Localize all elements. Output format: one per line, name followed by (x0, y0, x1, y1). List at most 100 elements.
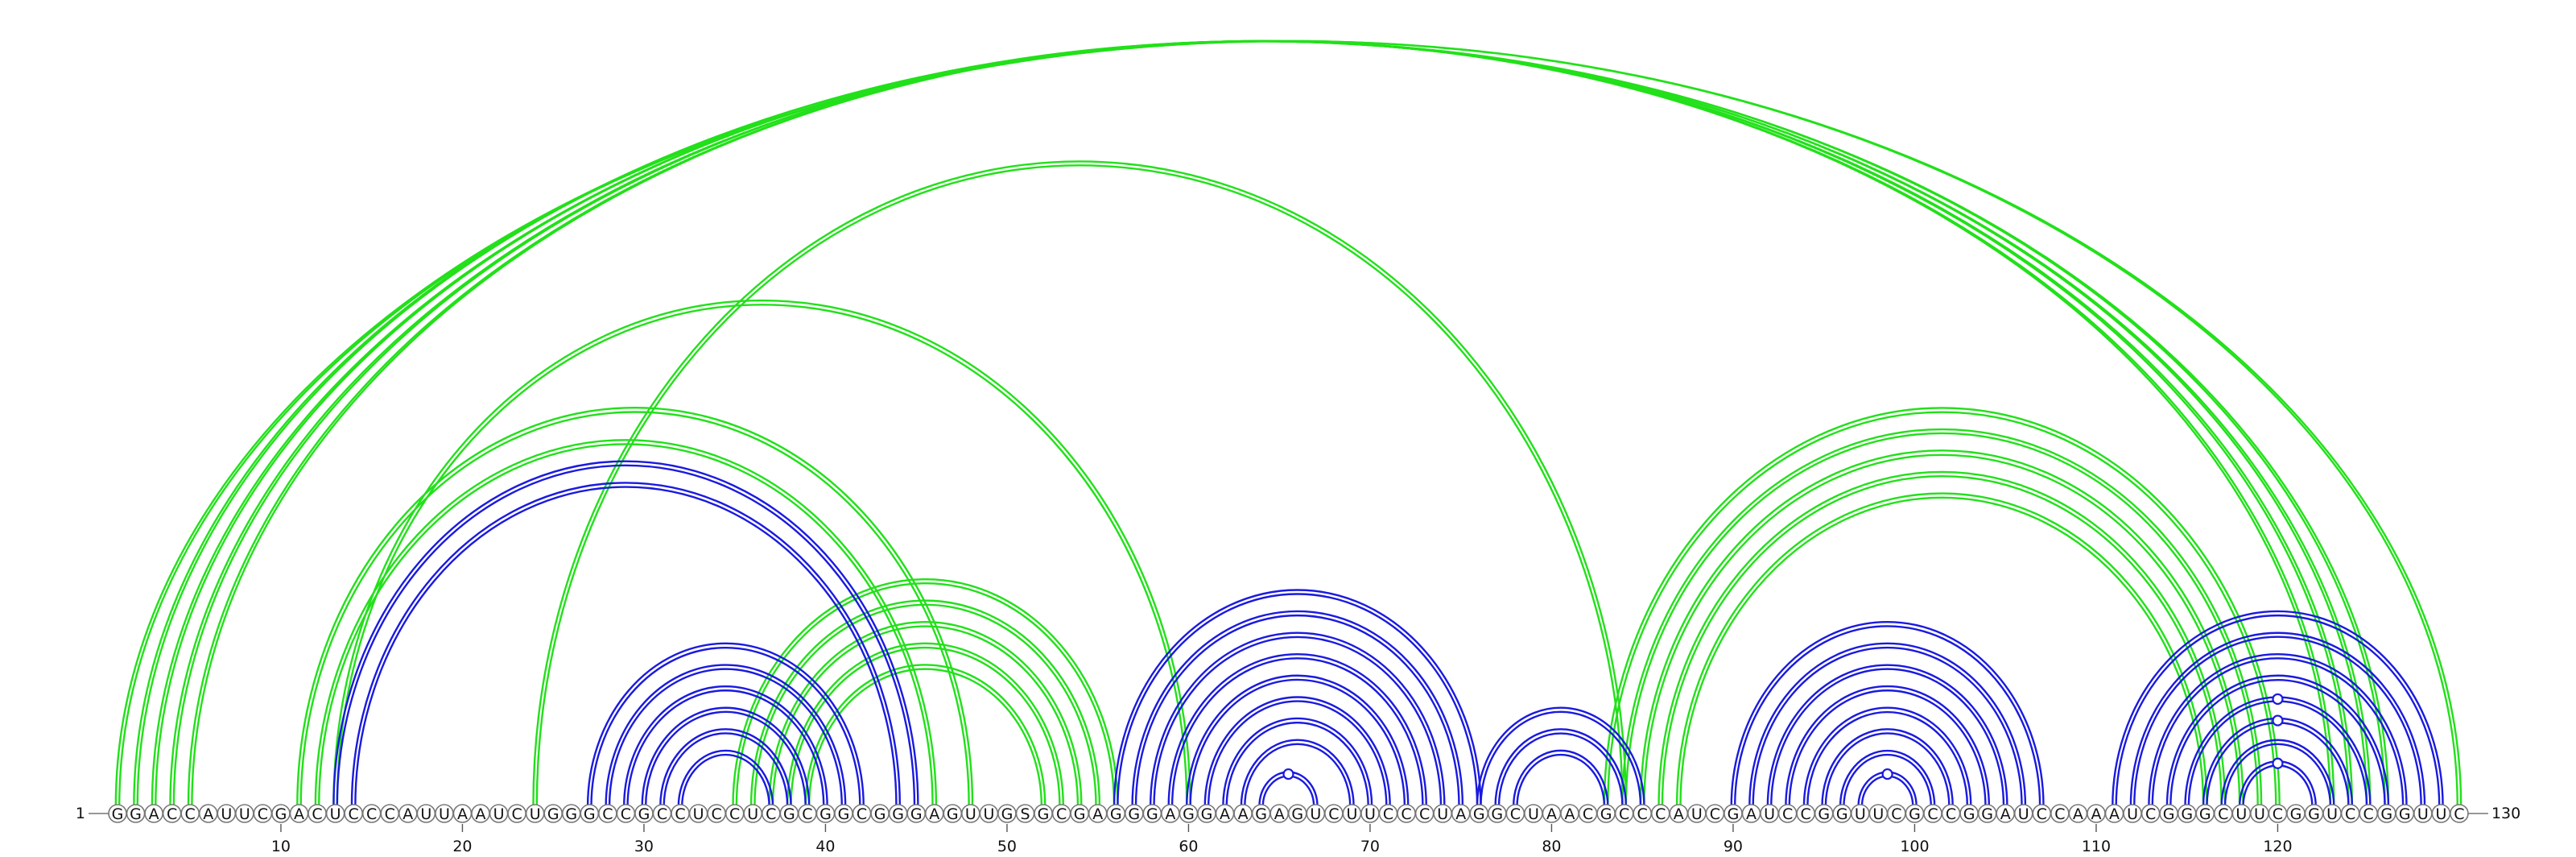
base-letter-21: A (476, 805, 486, 823)
base-letter-14: C (349, 805, 359, 823)
base-letter-18: U (420, 805, 431, 823)
base-letter-91: A (1746, 805, 1757, 823)
base-letter-17: A (402, 805, 413, 823)
blue-arc-63-69-inner (1244, 743, 1352, 807)
base-letter-104: G (1981, 805, 1993, 823)
base-letter-103: G (1963, 805, 1975, 823)
base-letter-118: U (2235, 805, 2247, 823)
blue-arc-59-73-outer (1167, 652, 1427, 807)
base-letter-113: C (2145, 805, 2156, 823)
blue-arc-56-76-outer (1113, 589, 1482, 807)
base-letter-56: G (1110, 805, 1122, 823)
base-letter-94: C (1801, 805, 1811, 823)
base-letter-63: A (1238, 805, 1249, 823)
green-arc-5-123-outer (187, 39, 2335, 807)
blue-arc-113-127-inner (2151, 657, 2405, 807)
green-arc-12-46-inner (318, 443, 934, 807)
base-letter-62: A (1220, 805, 1230, 823)
base-letter-64: G (1255, 805, 1267, 823)
base-letter-59: A (1165, 805, 1175, 823)
base-letter-29: C (621, 805, 631, 823)
base-letter-105: A (2000, 805, 2011, 823)
base-letter-80: A (1546, 805, 1557, 823)
tick-label-120: 120 (2263, 838, 2292, 855)
base-letter-90: G (1728, 805, 1740, 823)
blue-arc-115-125-outer (2184, 696, 2372, 807)
base-letter-106: U (2018, 805, 2029, 823)
blue-arc-96-101-inner (1843, 753, 1932, 807)
blue-arc-91-106-inner (1752, 646, 2023, 807)
base-letter-114: G (2163, 805, 2175, 823)
blue-arc-64-67-inner (1261, 775, 1315, 807)
base-letter-111: A (2109, 805, 2120, 823)
base-letter-73: C (1419, 805, 1430, 823)
base-letter-78: C (1510, 805, 1521, 823)
base-letter-13: U (330, 805, 341, 823)
tick-label-70: 70 (1360, 838, 1380, 855)
green-arc-11-48-inner (299, 411, 970, 807)
base-letter-128: U (2417, 805, 2429, 823)
base-letter-44: G (892, 805, 904, 823)
blue-arc-61-71-inner (1208, 700, 1388, 807)
base-letter-75: A (1455, 805, 1466, 823)
blue-arc-63-69-outer (1240, 739, 1355, 807)
base-letter-41: G (838, 805, 850, 823)
base-letter-49: U (983, 805, 994, 823)
base-letter-57: G (1128, 805, 1140, 823)
green-arc-36-55-outer (749, 599, 1101, 807)
blue-arc-77-84-outer (1494, 728, 1628, 807)
base-letter-48: U (965, 805, 976, 823)
blue-arc-94-103-inner (1806, 710, 1969, 807)
blue-arc-14-44-inner (354, 486, 898, 807)
base-letter-12: C (312, 805, 322, 823)
blue-arc-14-44-outer (350, 482, 902, 807)
blue-arc-13-45-inner (336, 464, 916, 807)
base-letter-16: C (385, 805, 395, 823)
base-letter-124: C (2345, 805, 2355, 823)
blue-arc-31-38-inner (663, 732, 789, 807)
gu-pair-marker-118-122 (2272, 757, 2284, 769)
base-letter-122: G (2308, 805, 2320, 823)
green-arc-86-117-outer (1657, 470, 2227, 807)
base-letter-86: C (1655, 805, 1666, 823)
base-letter-26: G (565, 805, 577, 823)
tick-label-60: 60 (1179, 838, 1198, 855)
gu-pair-markers (1282, 693, 2284, 780)
base-letter-34: C (712, 805, 722, 823)
base-letter-3: A (149, 805, 159, 823)
green-arc-39-52-inner (807, 668, 1043, 807)
base-letter-11: A (294, 805, 304, 823)
blue-arc-62-70-outer (1222, 717, 1373, 807)
blue-arc-13-45-outer (332, 460, 919, 807)
base-letter-112: U (2127, 805, 2138, 823)
base-letter-33: U (693, 805, 704, 823)
base-letter-125: C (2363, 805, 2374, 823)
base-letter-7: U (221, 805, 232, 823)
base-letter-46: A (929, 805, 939, 823)
base-letter-116: G (2199, 805, 2211, 823)
blue-arc-57-75-outer (1131, 610, 1464, 807)
base-letter-32: C (675, 805, 685, 823)
base-letter-23: C (511, 805, 522, 823)
blue-arc-113-127-outer (2148, 652, 2408, 807)
base-letter-51: S (1020, 805, 1030, 823)
base-letter-50: G (1001, 805, 1013, 823)
blue-arc-111-129-outer (2112, 610, 2444, 807)
base-letter-53: C (1056, 805, 1067, 823)
blue-arc-90-107-inner (1733, 625, 2041, 807)
green-arc-13-60-inner (336, 304, 1188, 807)
tick-label-10: 10 (271, 838, 291, 855)
base-circle-130 (2450, 804, 2469, 823)
blue-arc-91-106-outer (1748, 642, 2027, 807)
green-arc-39-52-outer (804, 664, 1046, 807)
blue-arc-61-71-outer (1203, 696, 1391, 807)
base-letter-127: G (2399, 805, 2411, 823)
sequence-end-label: 130 (2491, 805, 2520, 822)
base-letter-10: G (275, 805, 287, 823)
green-arc-24-84-outer (532, 160, 1628, 807)
green-arc-85-118-inner (1643, 453, 2241, 807)
green-arc-35-56-outer (732, 578, 1119, 807)
base-letter-69: U (1346, 805, 1357, 823)
blue-arc-92-105-outer (1766, 664, 2008, 807)
